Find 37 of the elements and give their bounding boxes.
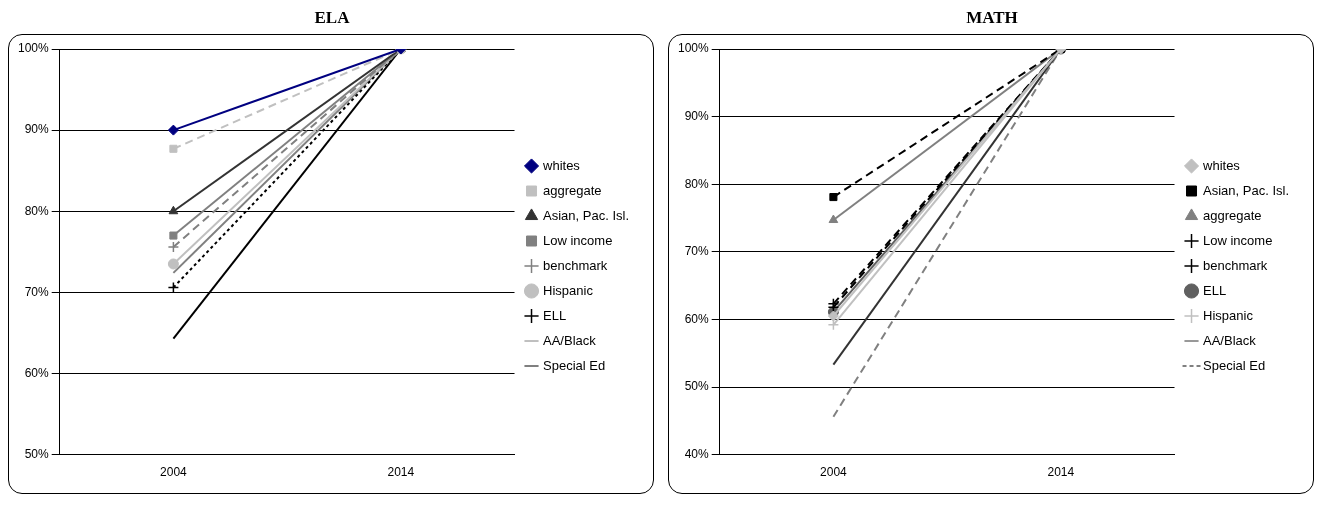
legend-label: Low income — [1203, 232, 1273, 248]
x-tick-label: 2004 — [820, 465, 848, 480]
y-tick-label: 40% — [684, 446, 710, 461]
y-tick-label: 50% — [684, 379, 710, 394]
legend-label: benchmark — [543, 257, 608, 273]
y-tick-label: 70% — [684, 244, 710, 259]
legend-label: whites — [1202, 157, 1241, 173]
legend-label: aggregate — [543, 182, 602, 198]
legend-label: Low income — [543, 232, 613, 248]
legend-label: Special Ed — [1203, 357, 1266, 373]
chart-title: MATH — [965, 8, 1019, 29]
y-tick-label: 50% — [24, 446, 50, 461]
x-tick-label: 2014 — [387, 465, 415, 480]
legend-label: aggregate — [1203, 207, 1262, 223]
y-tick-label: 60% — [24, 365, 50, 380]
y-tick-label: 80% — [24, 203, 50, 218]
y-tick-label: 80% — [684, 176, 710, 191]
legend-label: benchmark — [1203, 257, 1268, 273]
y-tick-label: 60% — [684, 311, 710, 326]
y-tick-label: 100% — [677, 41, 710, 56]
legend-label: whites — [542, 157, 581, 173]
legend-label: Asian, Pac. Isl. — [1203, 182, 1290, 198]
legend-label: AA/Black — [543, 332, 597, 348]
legend-label: ELL — [1203, 282, 1227, 298]
x-tick-label: 2014 — [1047, 465, 1075, 480]
legend-label: Asian, Pac. Isl. — [543, 207, 630, 223]
legend-label: Special Ed — [543, 357, 606, 373]
chart-title: ELA — [313, 8, 351, 29]
y-tick-label: 70% — [24, 284, 50, 299]
legend-label: ELL — [543, 307, 567, 323]
legend-label: Hispanic — [543, 282, 594, 298]
legend-label: AA/Black — [1203, 332, 1257, 348]
y-tick-label: 90% — [684, 108, 710, 123]
y-tick-label: 90% — [24, 122, 50, 137]
y-tick-label: 100% — [17, 41, 50, 56]
legend-label: Hispanic — [1203, 307, 1254, 323]
x-tick-label: 2004 — [160, 465, 188, 480]
